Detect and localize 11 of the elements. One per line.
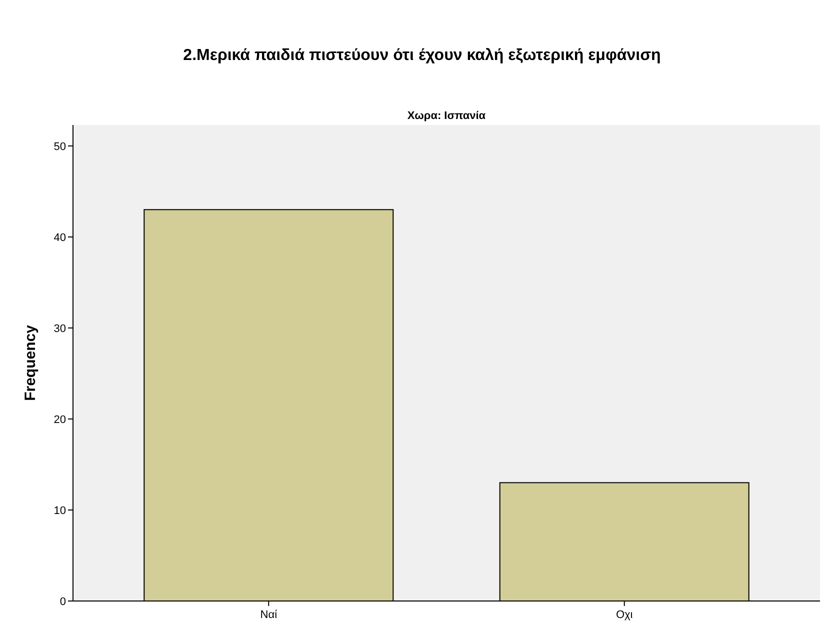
y-tick-label: 50 xyxy=(54,140,66,153)
x-tick-label: Οχι xyxy=(616,609,634,621)
x-tick-label: Ναί xyxy=(260,609,278,621)
y-tick-label: 30 xyxy=(54,322,66,335)
y-tick-label: 10 xyxy=(54,504,66,517)
y-tick-label: 0 xyxy=(60,596,66,608)
y-axis-title: Frequency xyxy=(22,324,39,401)
y-tick-label: 20 xyxy=(54,414,66,426)
chart-title: 2.Μερικά παιδιά πιστεύουν ότι έχουν καλή εξωτερική εμφάνιση xyxy=(183,47,661,64)
chart-subtitle: Χωρα: Ισπανία xyxy=(407,110,486,122)
y-tick-label: 40 xyxy=(54,232,66,244)
